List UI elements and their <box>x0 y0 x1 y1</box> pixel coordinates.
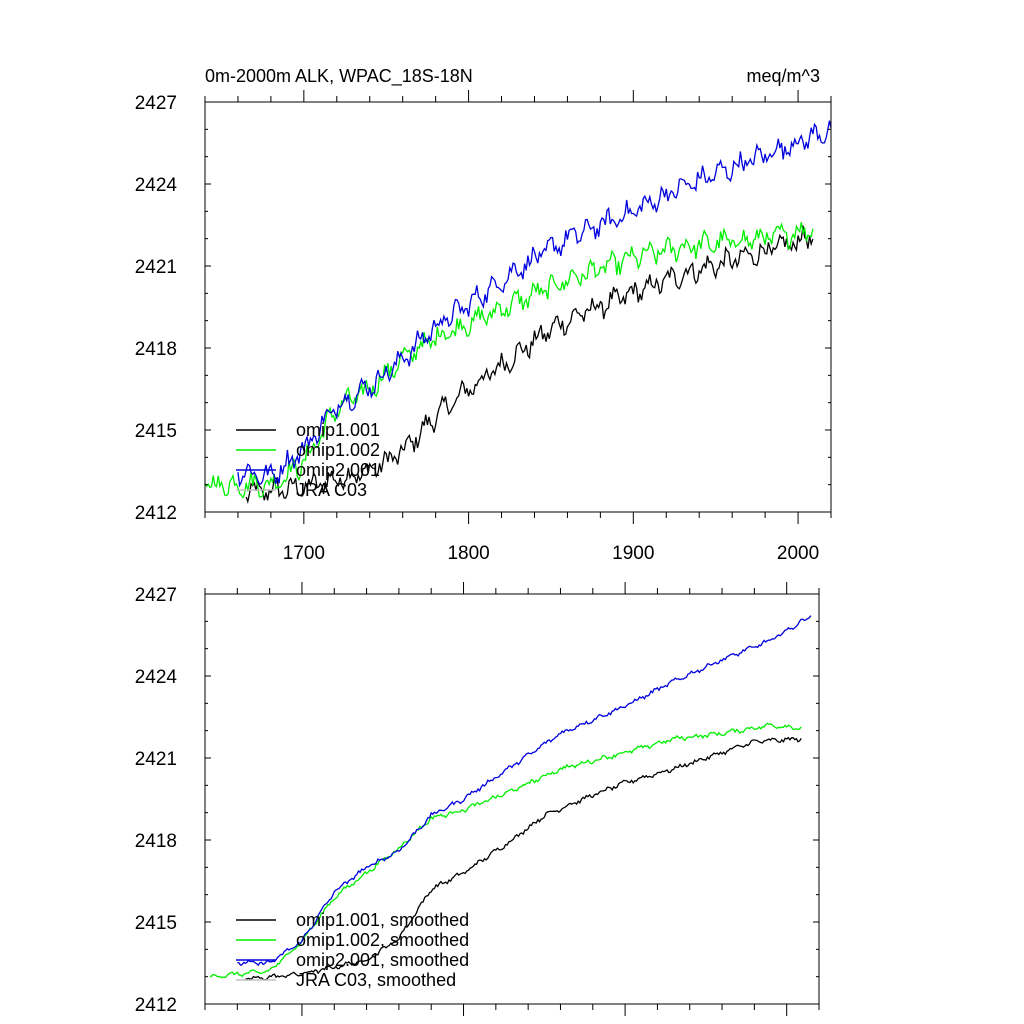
series-line-omip2-001 <box>237 120 832 488</box>
series-line-omip1-001-smoothed <box>245 736 802 981</box>
chart-title: 0m-2000m ALK, WPAC_18S-18N <box>205 66 473 87</box>
series-line-omip2-001-smoothed <box>237 615 812 967</box>
y-tick-label: 2421 <box>135 257 177 278</box>
y-tick-label: 2427 <box>135 93 177 114</box>
ticks-layer-bottom: 2412 2415 2418 2421 2424 2427 <box>135 582 820 1016</box>
y-tick-label: 2421 <box>135 749 177 770</box>
series-line-omip1-002 <box>204 222 814 499</box>
y-tick-label: 2415 <box>135 913 177 934</box>
x-tick-label: 1800 <box>447 543 489 564</box>
ticks-layer-top: 2412 2415 2418 2421 2424 2427 1700 1800 1900 2000 <box>135 90 832 564</box>
y-tick-label: 2424 <box>135 175 178 196</box>
legend-label: omip1.001, smoothed <box>296 910 469 930</box>
y-tick-label: 2424 <box>135 667 178 688</box>
plot-frame-bottom <box>204 593 820 1005</box>
legend-label: JRA C03 <box>296 480 367 500</box>
plot-frame-top <box>204 101 832 513</box>
y-tick-label: 2418 <box>135 339 177 360</box>
legend-label: omip1.002, smoothed <box>296 930 469 950</box>
legend-label: omip1.001 <box>296 420 380 440</box>
y-tick-label: 2412 <box>135 995 177 1016</box>
y-tick-label: 2412 <box>135 503 177 524</box>
series-layer-top <box>204 120 832 505</box>
series-layer-bottom <box>209 615 812 981</box>
legend-label: omip2.001 <box>296 460 380 480</box>
legend-label: JRA C03, smoothed <box>296 970 456 990</box>
x-tick-label: 2000 <box>777 543 819 564</box>
units-label: meq/m^3 <box>747 66 820 86</box>
legend-label: omip1.002 <box>296 440 380 460</box>
y-tick-label: 2418 <box>135 831 177 852</box>
legend-label: omip2.001, smoothed <box>296 950 469 970</box>
y-tick-label: 2427 <box>135 585 177 606</box>
x-tick-label: 1900 <box>612 543 654 564</box>
series-line-omip1-001 <box>245 225 814 505</box>
panel-top: 0m-2000m ALK, WPAC_18S-18N meq/m^3 24122… <box>135 66 832 564</box>
y-tick-label: 2415 <box>135 421 177 442</box>
panel-bottom: 2412 2415 2418 2421 2424 2427 omip1.001, smoo… <box>135 582 820 1016</box>
x-tick-label: 1700 <box>283 543 325 564</box>
